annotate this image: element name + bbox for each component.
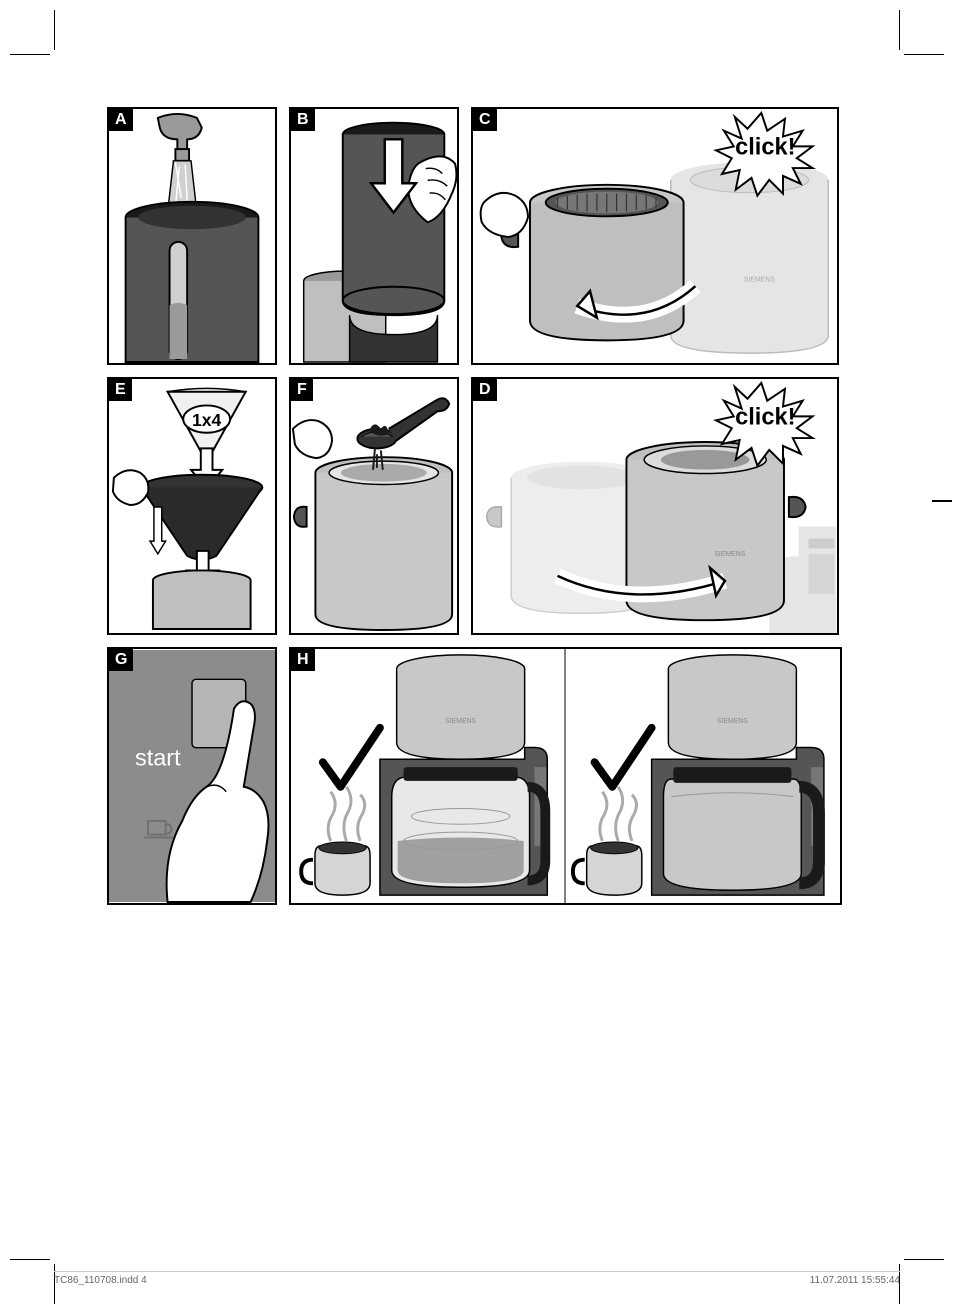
panel-label-c: C [473,109,497,131]
brand-label: SIEMENS [717,718,748,725]
panel-b-insert-tank: B [289,107,459,365]
brand-label: SIEMENS [445,718,476,725]
panel-label-h: H [291,649,315,671]
crop-mark [899,10,900,50]
panel-label-b: B [291,109,315,131]
page-footer: TC86_110708.indd 4 11.07.2011 15:55:44 [54,1275,900,1286]
panel-row-1: A [107,107,847,365]
side-registration-mark [932,500,952,502]
instruction-panels-grid: A [107,107,847,917]
filter-size-label: 1x4 [192,410,222,430]
footer-filename: TC86_110708.indd 4 [54,1275,147,1286]
crop-mark [10,1259,50,1260]
panel-label-a: A [109,109,133,131]
click-burst-text: click! [735,404,795,430]
panel-a-fill-water: A [107,107,277,365]
panel-f-add-coffee: F [289,377,459,635]
brand-label: SIEMENS [744,276,775,283]
crop-mark [904,1259,944,1260]
panel-h-coffee-ready: H SIEMENS [289,647,842,905]
panel-e-insert-filter: E 1x4 [107,377,277,635]
crop-mark [904,54,944,55]
footer-timestamp: 11.07.2011 15:55:44 [810,1275,900,1286]
click-burst-text: click! [735,134,795,160]
footer-separator [54,1271,900,1272]
panel-label-g: G [109,649,133,671]
panel-row-2: E 1x4 [107,377,847,635]
panel-c-swing-out-filter: C SIEMENS [471,107,839,365]
start-button-label: start [135,744,181,770]
brand-label: SIEMENS [714,551,745,558]
crop-mark [10,54,50,55]
panel-label-e: E [109,379,132,401]
panel-row-3: G start [107,647,847,905]
panel-label-f: F [291,379,313,401]
panel-label-d: D [473,379,497,401]
crop-mark [54,10,55,50]
panel-d-swing-in-filter: D SIEMENS [471,377,839,635]
panel-g-press-start: G start [107,647,277,905]
